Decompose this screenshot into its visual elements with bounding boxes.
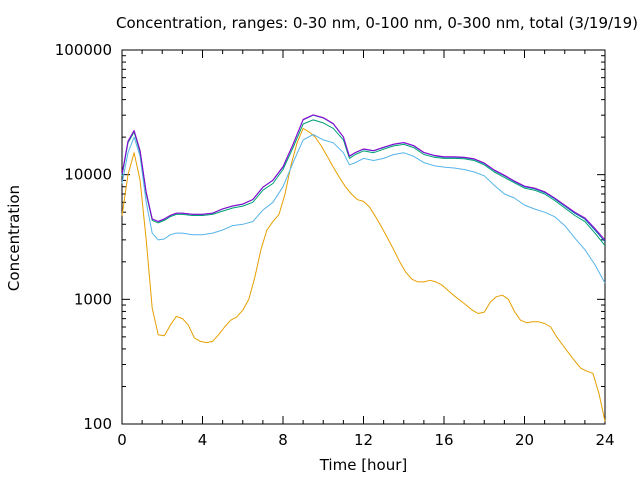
y-tick-label: 100 [83,415,112,433]
series-group [121,114,606,422]
plot-frame [121,49,606,425]
chart-title: Concentration, ranges: 0-30 nm, 0-100 nm… [116,14,638,32]
series-line-2 [121,134,606,284]
axis-ticks: 0 4 8 12 16 20 24 100 1000 10000 100000 [55,41,615,449]
x-tick-label: 16 [434,431,453,449]
x-tick-label: 0 [117,431,127,449]
y-tick-label: 100000 [55,41,112,59]
x-tick-label: 24 [595,431,614,449]
series-line-4 [121,114,606,243]
x-tick-label: 8 [278,431,288,449]
series-line-1 [121,127,606,422]
y-tick-label: 1000 [74,290,112,308]
y-tick-label: 10000 [64,166,112,184]
series-line-3 [121,119,606,246]
x-tick-label: 12 [354,431,373,449]
x-axis-label: Time [hour] [319,456,408,474]
series-line-5 [121,114,606,241]
x-tick-label: 4 [198,431,208,449]
x-tick-label: 20 [515,431,534,449]
y-axis-label: Concentration [5,184,23,292]
